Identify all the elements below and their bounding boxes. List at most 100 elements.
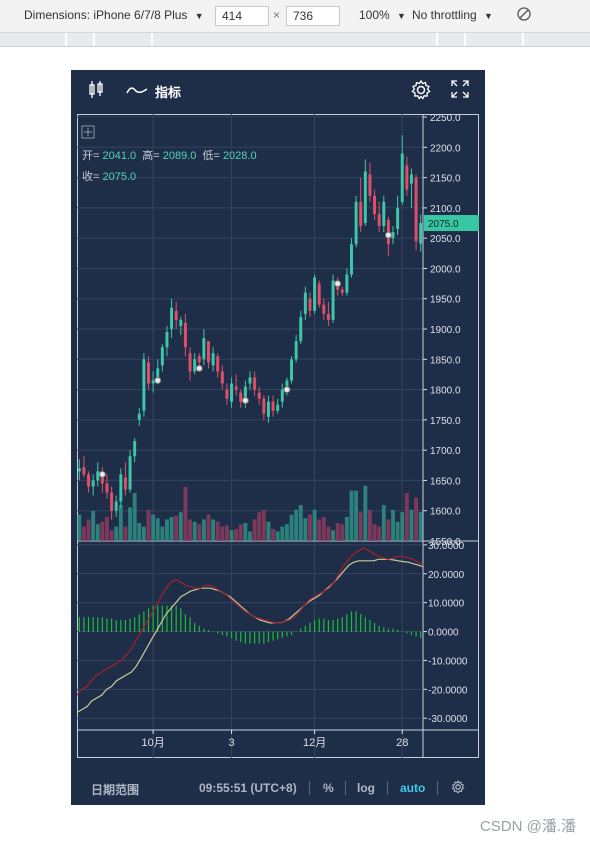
candle-body [248, 377, 252, 384]
volume-bar [294, 509, 299, 541]
volume-bar [257, 512, 262, 541]
timezone-clock[interactable]: 09:55:51 (UTC+8) [199, 781, 297, 795]
macd-y-tick-label: 0.0000 [428, 628, 459, 639]
volume-bar [201, 519, 206, 541]
ohlc-legend-row1: 开= 2041.0 高= 2089.0 低= 2028.0 [82, 147, 257, 163]
volume-bar [91, 511, 96, 541]
candle-body [174, 310, 178, 320]
macd-y-tick-label: 20.0000 [428, 570, 465, 581]
rotate-icon[interactable] [516, 6, 532, 25]
candle-body [197, 356, 201, 363]
x-tick-label: 10月 [141, 737, 164, 749]
candle-body [100, 474, 104, 484]
y-tick-label: 2000.0 [430, 264, 461, 275]
volume-bar [81, 526, 86, 541]
price-chart[interactable]: 1550.0 1600.0 1650.0 1700.0 1750.0 1800.0 1850… [77, 114, 479, 758]
volume-bar [132, 493, 137, 541]
volume-bar [335, 523, 340, 541]
open-value: 2041.0 [102, 150, 137, 162]
candle-body [382, 201, 386, 227]
volume-bar [169, 517, 174, 541]
candle-body [262, 398, 266, 414]
viewport-width-input[interactable]: 414 [215, 6, 269, 26]
volume-bar [317, 519, 322, 541]
volume-bar [391, 509, 395, 541]
settings-gear-icon[interactable] [410, 79, 432, 106]
candle-body [183, 322, 187, 348]
dimension-times: × [273, 8, 281, 22]
y-tick-label: 1950.0 [430, 295, 461, 306]
volume-bar [151, 514, 156, 541]
log-scale-button[interactable]: log [357, 781, 375, 795]
candle-body [276, 404, 280, 411]
candle-body [414, 177, 418, 242]
candle-body [179, 319, 183, 326]
percent-scale-button[interactable]: % [323, 781, 334, 795]
divider [309, 781, 310, 795]
candle-body [96, 471, 100, 481]
watermark: CSDN @潘.潘 [479, 818, 576, 835]
volume-bar [224, 525, 229, 541]
volume-bar [114, 526, 119, 541]
candle-body [266, 401, 270, 417]
candle-body [391, 232, 395, 239]
y-tick-label: 2100.0 [430, 204, 461, 215]
volume-bar [141, 526, 146, 541]
fullscreen-icon[interactable] [451, 80, 469, 103]
candle-body [317, 283, 321, 305]
volume-bar [395, 521, 400, 541]
viewport-height-input[interactable]: 736 [286, 6, 340, 26]
chart-app: 指标 1550.0 1600.0 1650.0 1700.0 1750.0 1800.0 1… [71, 70, 485, 805]
scale-settings-gear-icon[interactable] [451, 779, 465, 797]
volume-bar [303, 518, 308, 541]
volume-bar [95, 524, 100, 541]
volume-bar [155, 518, 160, 541]
volume-bar [312, 509, 317, 541]
candle-body [313, 277, 317, 311]
auto-scale-button[interactable]: auto [400, 781, 426, 795]
candle-body [87, 474, 91, 487]
add-indicator-icon[interactable] [81, 125, 95, 139]
candle-body [239, 392, 243, 402]
candle-body [368, 174, 372, 196]
volume-bar [326, 526, 331, 541]
y-tick-label: 2250.0 [430, 114, 461, 124]
date-range-button[interactable]: 日期范围 [91, 783, 140, 797]
volume-bar [363, 485, 368, 541]
last-price-badge [424, 215, 479, 232]
last-price-label: 2075.0 [428, 219, 459, 230]
candle-body [114, 501, 118, 511]
y-tick-label: 1600.0 [430, 507, 461, 518]
throttling-select[interactable]: No throttling ▼ [412, 8, 493, 22]
candle-body [216, 356, 220, 372]
chart-toolbar: 指标 [71, 70, 485, 110]
candle-body [363, 171, 367, 224]
volume-bar [118, 505, 123, 541]
chart-frame [77, 114, 479, 758]
macd-y-tick-label: -10.0000 [428, 656, 468, 667]
volume-bar [206, 514, 211, 541]
device-toolbar: Dimensions: iPhone 6/7/8 Plus ▼ 414 × 73… [0, 0, 590, 33]
volume-bar [308, 514, 312, 541]
candle-body [193, 359, 197, 372]
candle-body [299, 316, 303, 342]
candlestick-type-icon[interactable] [88, 80, 104, 105]
macd-y-tick-label: 30.0000 [428, 541, 465, 552]
candle-body [151, 380, 155, 384]
macd-line [77, 547, 424, 696]
candle-body [377, 213, 381, 227]
event-marker [154, 376, 162, 384]
event-marker [384, 231, 392, 239]
macd-y-tick-label: -30.0000 [428, 714, 468, 725]
zoom-select[interactable]: 100% ▼ [359, 8, 406, 22]
zoom-label: 100% [359, 8, 390, 22]
volume-bar [128, 507, 132, 541]
divider [387, 781, 388, 795]
volume-bar [123, 526, 128, 541]
candle-body [331, 280, 335, 320]
volume-bar [229, 530, 234, 541]
event-marker [98, 470, 106, 478]
device-select[interactable]: Dimensions: iPhone 6/7/8 Plus ▼ [24, 8, 204, 22]
volume-bar [188, 519, 192, 541]
candle-body [308, 298, 312, 311]
